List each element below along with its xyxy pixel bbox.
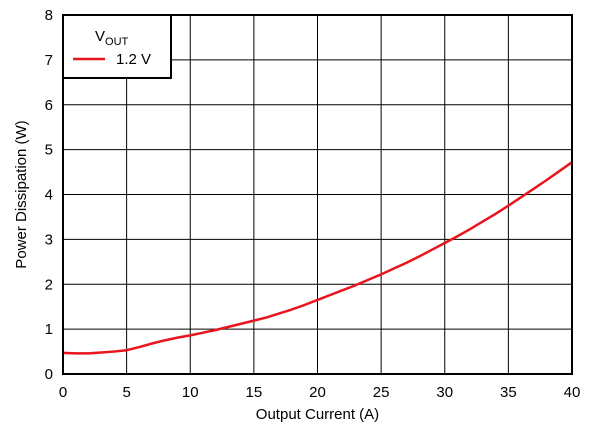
y-tick-label: 6: [45, 97, 53, 114]
y-tick-label: 3: [45, 231, 53, 248]
x-axis-label: Output Current (A): [256, 406, 379, 423]
series-line-1-2v: [62, 161, 573, 355]
x-tick-label: 40: [564, 384, 581, 401]
x-tick-label: 15: [246, 384, 263, 401]
x-tick-labels: 0 5 10 15 20 25 30 35 40: [59, 384, 581, 401]
legend-label-1-2v: 1.2 V: [116, 51, 151, 68]
x-tick-label: 35: [500, 384, 517, 401]
legend: VOUT 1.2 V: [62, 14, 172, 79]
x-tick-label: 0: [59, 384, 67, 401]
x-tick-label: 10: [182, 384, 199, 401]
y-tick-label: 7: [45, 52, 53, 69]
y-tick-label: 4: [45, 187, 53, 204]
y-tick-labels: 0 1 2 3 4 5 6 7 8: [45, 7, 53, 383]
grid-lines: [63, 15, 572, 374]
y-tick-label: 8: [45, 7, 53, 24]
y-tick-label: 5: [45, 142, 53, 159]
legend-box: [62, 14, 172, 79]
x-tick-label: 25: [373, 384, 390, 401]
y-tick-label: 2: [45, 276, 53, 293]
plot-frame: [62, 14, 573, 375]
x-tick-label: 20: [309, 384, 326, 401]
y-tick-label: 1: [45, 321, 53, 338]
legend-title-sub: OUT: [105, 36, 129, 48]
series-layer: [62, 161, 573, 355]
x-tick-label: 5: [122, 384, 130, 401]
y-axis-label: Power Dissipation (W): [13, 120, 30, 268]
y-tick-label: 0: [45, 366, 53, 383]
legend-title-main: V: [95, 28, 105, 45]
legend-title: VOUT: [95, 28, 129, 48]
x-tick-label: 30: [436, 384, 453, 401]
